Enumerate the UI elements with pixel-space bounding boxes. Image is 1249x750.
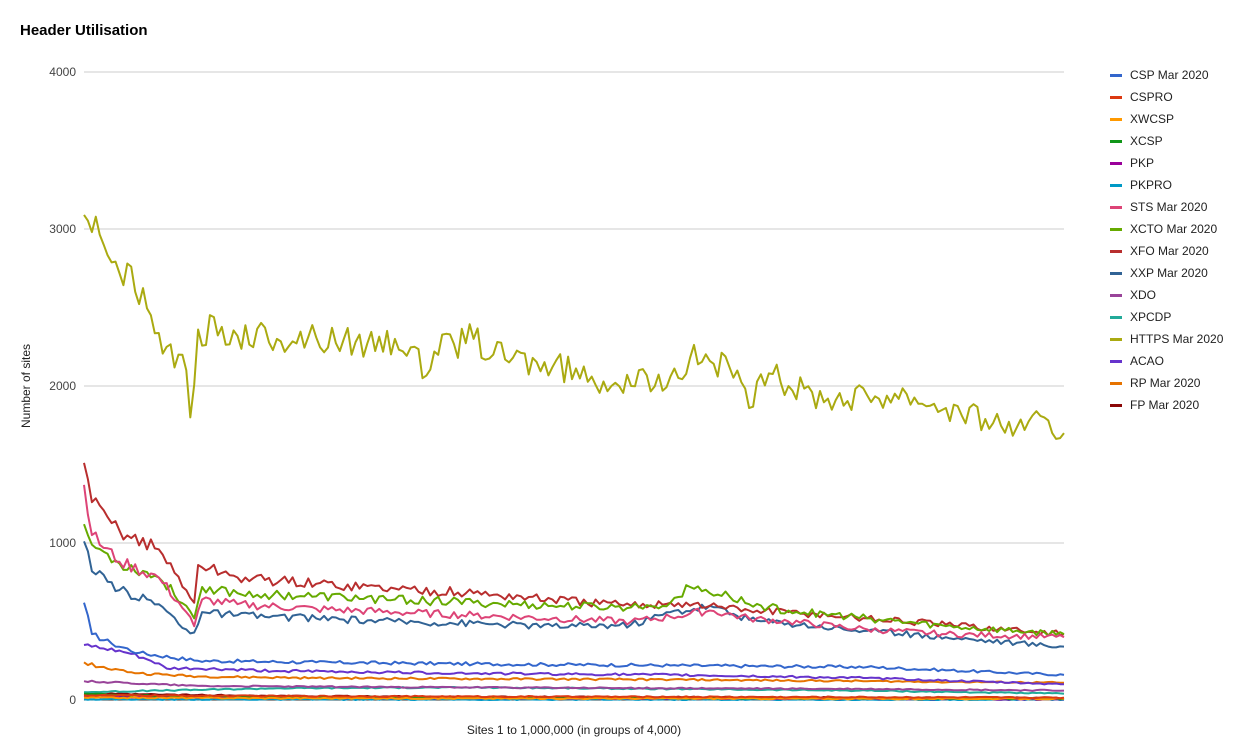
legend-item: FP Mar 2020 — [1110, 394, 1245, 416]
y-axis-title: Number of sites — [19, 344, 33, 428]
legend-swatch — [1110, 271, 1122, 275]
legend-label: RP Mar 2020 — [1130, 376, 1201, 390]
legend-item: RP Mar 2020 — [1110, 372, 1245, 394]
legend-label: XDO — [1130, 288, 1157, 302]
series-line-acao — [83, 643, 1065, 686]
series-line-xxp-mar-2020 — [83, 541, 1065, 649]
legend-item: XWCSP — [1110, 108, 1245, 130]
chart-title: Header Utilisation — [20, 22, 148, 39]
legend-label: PKPRO — [1130, 178, 1173, 192]
series-line-cspro — [83, 693, 1065, 700]
y-tick-label: 4000 — [49, 65, 76, 79]
y-tick-label: 2000 — [49, 379, 76, 393]
y-tick-label: 0 — [69, 693, 76, 707]
y-tick-label: 3000 — [49, 222, 76, 236]
legend-item: CSPRO — [1110, 86, 1245, 108]
legend-item: XDO — [1110, 284, 1245, 306]
legend-swatch — [1110, 337, 1122, 341]
legend-label: XPCDP — [1130, 310, 1172, 324]
series-line-sts-mar-2020 — [83, 484, 1065, 640]
legend-swatch — [1110, 73, 1122, 77]
legend-label: STS Mar 2020 — [1130, 200, 1208, 214]
legend-item: CSP Mar 2020 — [1110, 64, 1245, 86]
y-tick-label: 1000 — [49, 536, 76, 550]
legend-item: PKP — [1110, 152, 1245, 174]
legend-item: XPCDP — [1110, 306, 1245, 328]
legend-label: CSPRO — [1130, 90, 1173, 104]
legend-item: XFO Mar 2020 — [1110, 240, 1245, 262]
legend-swatch — [1110, 95, 1122, 99]
legend-swatch — [1110, 381, 1122, 385]
series-line-xdo — [83, 679, 1065, 692]
legend-swatch — [1110, 117, 1122, 121]
series-line-https-mar-2020 — [83, 214, 1065, 440]
legend-swatch — [1110, 161, 1122, 165]
legend-label: CSP Mar 2020 — [1130, 68, 1209, 82]
legend-label: XXP Mar 2020 — [1130, 266, 1208, 280]
legend-item: ACAO — [1110, 350, 1245, 372]
legend-swatch — [1110, 183, 1122, 187]
series-line-csp-mar-2020 — [83, 602, 1065, 677]
legend-label: FP Mar 2020 — [1130, 398, 1200, 412]
legend-label: ACAO — [1130, 354, 1165, 368]
legend-swatch — [1110, 205, 1122, 209]
series-line-xwcsp — [83, 696, 1065, 701]
legend-swatch — [1110, 359, 1122, 363]
legend-item: XCSP — [1110, 130, 1245, 152]
series-line-xfo-mar-2020 — [83, 462, 1065, 637]
legend-item: HTTPS Mar 2020 — [1110, 328, 1245, 350]
legend-label: XCTO Mar 2020 — [1130, 222, 1218, 236]
legend-swatch — [1110, 139, 1122, 143]
legend-swatch — [1110, 293, 1122, 297]
legend-item: STS Mar 2020 — [1110, 196, 1245, 218]
legend-item: XCTO Mar 2020 — [1110, 218, 1245, 240]
series-line-rp-mar-2020 — [83, 661, 1064, 685]
series-line-xcto-mar-2020 — [83, 523, 1065, 637]
x-axis-title: Sites 1 to 1,000,000 (in groups of 4,000… — [467, 723, 681, 737]
legend-swatch — [1110, 403, 1122, 407]
legend-label: XFO Mar 2020 — [1130, 244, 1209, 258]
legend-label: XCSP — [1130, 134, 1163, 148]
legend-label: PKP — [1130, 156, 1155, 170]
legend-label: XWCSP — [1130, 112, 1175, 126]
legend-item: PKPRO — [1110, 174, 1245, 196]
legend-swatch — [1110, 249, 1122, 253]
legend-item: XXP Mar 2020 — [1110, 262, 1245, 284]
legend-swatch — [1110, 315, 1122, 319]
legend-label: HTTPS Mar 2020 — [1130, 332, 1224, 346]
legend: CSP Mar 2020 CSPRO XWCSP XCSP PKP PKPRO STS Ma… — [1110, 64, 1245, 416]
legend-swatch — [1110, 227, 1122, 231]
